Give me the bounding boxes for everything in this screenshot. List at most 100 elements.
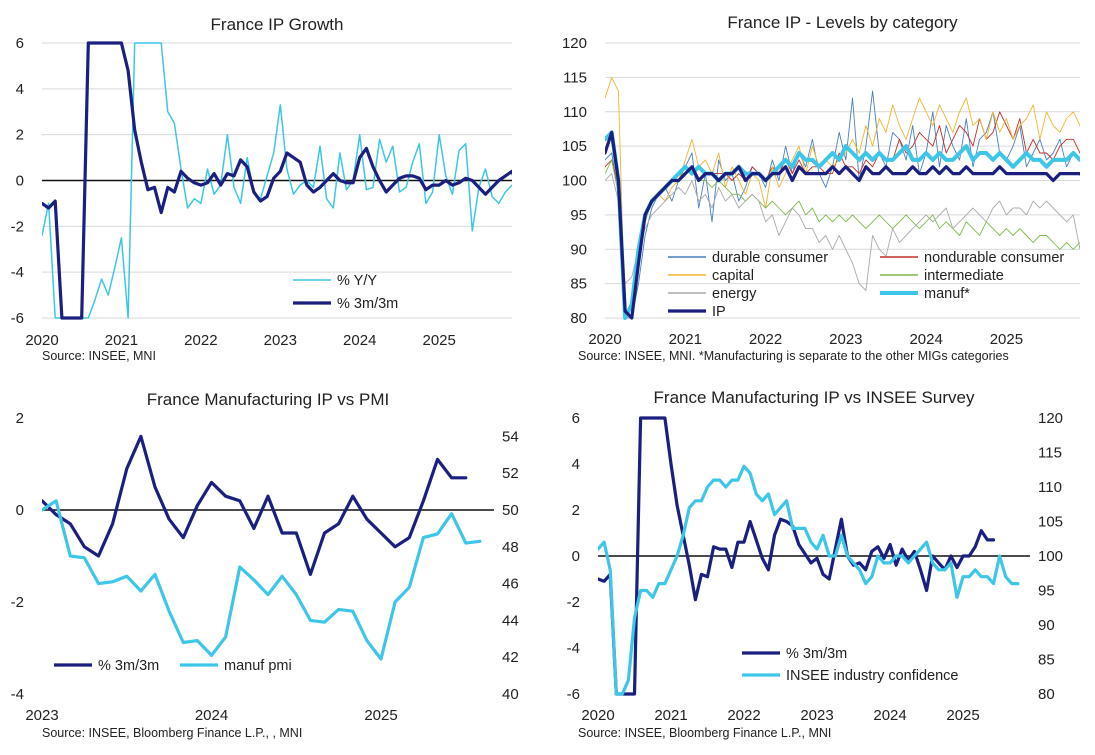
y-tick-label: 80	[570, 310, 587, 327]
y-tick-label: 120	[562, 35, 587, 52]
series-line-ip	[605, 130, 1080, 320]
series-line--3m-3m	[42, 41, 512, 320]
y-tick-label: 0	[16, 173, 24, 190]
legend-label: % Y/Y	[337, 273, 377, 289]
legend-label: IP	[712, 304, 726, 320]
y-tick-label: 2	[572, 502, 580, 519]
series-line-manuf-pmi	[42, 499, 482, 661]
x-tick-label: 2020	[588, 331, 621, 348]
legend-label: intermediate	[924, 268, 1004, 284]
y2-tick-label: 46	[502, 576, 519, 593]
chart-title: France Manufacturing IP vs INSEE Survey	[654, 388, 975, 407]
x-tick-label: 2022	[749, 331, 782, 348]
x-tick-label: 2025	[422, 332, 455, 349]
y-tick-label: -2	[11, 218, 24, 235]
series-line-energy	[605, 173, 1080, 291]
y-tick-label: 6	[572, 410, 580, 427]
y-tick-label: 6	[16, 35, 24, 52]
y2-tick-label: 44	[502, 612, 519, 629]
chart-title: France IP Growth	[211, 15, 344, 34]
y2-tick-label: 115	[1038, 445, 1062, 462]
x-tick-label: 2021	[654, 707, 687, 724]
y-tick-label: -2	[567, 594, 580, 611]
y-tick-label: 4	[572, 456, 580, 473]
x-tick-label: 2023	[829, 331, 862, 348]
x-tick-label: 2020	[25, 332, 58, 349]
series-line-manuf-	[605, 130, 1080, 320]
series-line--3m-3m	[42, 434, 468, 577]
source-note: Source: INSEE, Bloomberg Finance L.P., M…	[578, 726, 831, 740]
x-tick-label: 2024	[873, 707, 906, 724]
x-tick-label: 2022	[184, 332, 217, 349]
y-tick-label: -6	[11, 310, 24, 327]
x-tick-label: 2025	[364, 707, 397, 724]
y2-tick-label: 105	[1038, 514, 1063, 531]
y-tick-label: 95	[570, 207, 587, 224]
series-line--y-y	[42, 42, 512, 319]
legend-label: manuf pmi	[224, 658, 292, 674]
chart-3: France Manufacturing IP vs PMI 2 0 -2 -4 54 52…	[11, 390, 519, 740]
y-tick-label: 90	[570, 241, 587, 258]
x-tick-label: 2025	[990, 331, 1023, 348]
x-tick-label: 2024	[343, 332, 376, 349]
legend-label: % 3m/3m	[98, 658, 159, 674]
x-tick-label: 2024	[909, 331, 942, 348]
x-tick-label: 2020	[581, 707, 614, 724]
series-line-capital	[605, 76, 1080, 319]
legend-label: capital	[712, 268, 754, 284]
y-tick-label: 115	[563, 69, 587, 86]
legend-label: nondurable consumer	[924, 250, 1064, 266]
y-tick-label: 85	[570, 276, 587, 293]
y-tick-label: 4	[16, 81, 24, 98]
legend-label: energy	[712, 286, 757, 302]
series-group	[605, 76, 1080, 320]
chart-4: France Manufacturing IP vs INSEE Survey 6…	[567, 388, 1063, 740]
x-tick-label: 2025	[946, 707, 979, 724]
x-tick-label: 2023	[264, 332, 297, 349]
source-note: Source: INSEE, MNI. *Manufacturing is se…	[578, 349, 1009, 363]
chart-title: France Manufacturing IP vs PMI	[147, 390, 390, 409]
chart-2: France IP - Levels by category 120 115 110 1…	[562, 13, 1080, 363]
y-tick-label: -6	[567, 686, 580, 703]
series-group	[598, 416, 1020, 696]
y-tick-label: -2	[11, 594, 24, 611]
x-tick-label: 2022	[727, 707, 760, 724]
y-tick-label: 0	[572, 548, 580, 565]
x-tick-label: 2023	[25, 707, 58, 724]
x-tick-label: 2021	[669, 331, 702, 348]
y2-tick-label: 90	[1038, 617, 1055, 634]
series-group	[42, 41, 512, 320]
y2-tick-label: 50	[502, 502, 519, 519]
y-tick-label: 2	[16, 410, 24, 427]
series-line-intermediate	[605, 159, 1080, 319]
source-note: Source: INSEE, MNI	[42, 349, 156, 363]
y2-tick-label: 110	[1038, 479, 1062, 496]
y2-tick-label: 85	[1038, 652, 1055, 669]
y-tick-label: 110	[563, 104, 587, 121]
y-tick-label: 0	[16, 502, 24, 519]
y2-tick-label: 80	[1038, 686, 1055, 703]
y-tick-label: 100	[562, 173, 587, 190]
series-line-insee-industry-confidence	[598, 464, 1020, 696]
series-group	[42, 434, 482, 661]
legend-label: % 3m/3m	[786, 646, 847, 662]
y-tick-label: -4	[567, 640, 580, 657]
x-tick-label: 2024	[195, 707, 228, 724]
legend-label: % 3m/3m	[337, 296, 398, 312]
y2-tick-label: 48	[502, 539, 519, 556]
legend-label: durable consumer	[712, 250, 828, 266]
y-tick-label: 105	[562, 138, 587, 155]
chart-title: France IP - Levels by category	[727, 13, 958, 32]
x-tick-label: 2021	[105, 332, 138, 349]
y-tick-label: 2	[16, 127, 24, 144]
y-tick-label: -4	[11, 264, 24, 281]
legend-label: INSEE industry confidence	[786, 668, 958, 684]
y2-tick-label: 40	[502, 686, 519, 703]
source-note: Source: INSEE, Bloomberg Finance L.P., ,…	[42, 726, 302, 740]
y2-tick-label: 95	[1038, 583, 1055, 600]
x-tick-label: 2023	[800, 707, 833, 724]
y2-tick-label: 54	[502, 428, 519, 445]
y-tick-label: -4	[11, 686, 24, 703]
